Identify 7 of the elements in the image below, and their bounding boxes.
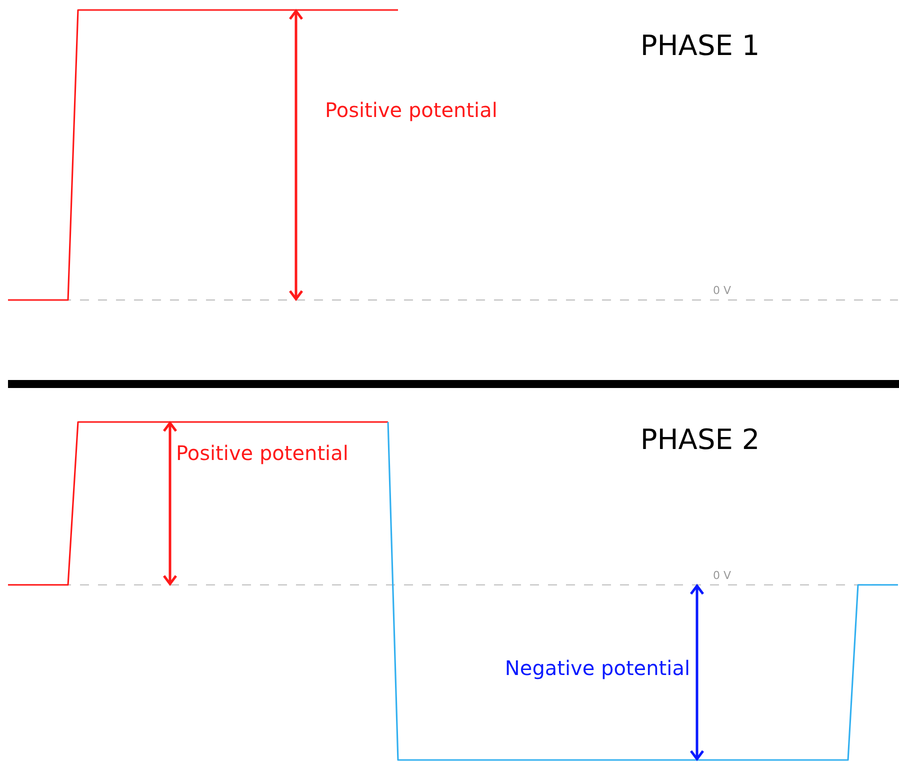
ref-line-label: 0 V bbox=[712, 284, 732, 297]
annotation: Negative potential bbox=[504, 656, 690, 680]
chart-title: PHASE 2 bbox=[640, 423, 760, 456]
annotation: Positive potential bbox=[176, 441, 348, 465]
annotation: Positive potential bbox=[325, 98, 498, 122]
text: PHASE 1 bbox=[640, 29, 760, 62]
ref-line-label: 0 V bbox=[712, 568, 732, 582]
